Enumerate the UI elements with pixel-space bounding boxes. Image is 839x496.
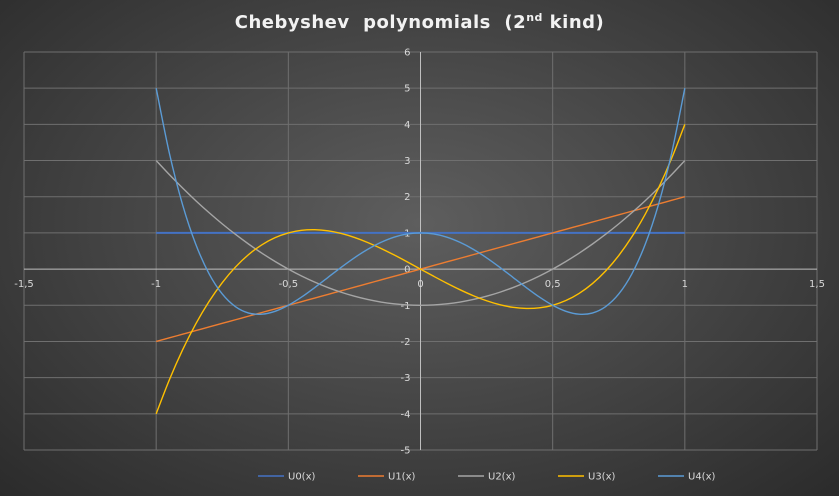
chart-title: Chebyshev polynomials (2nd kind) xyxy=(0,11,839,33)
legend: U0(x) U1(x) U2(x) U3(x) U4(x) xyxy=(258,472,716,483)
x-tick-label: -1 xyxy=(151,279,161,290)
y-tick-label: 5 xyxy=(404,84,410,95)
y-tick-label: 2 xyxy=(404,192,410,203)
x-tick-label: -0,5 xyxy=(279,279,299,290)
legend-label-u3x: U3(x) xyxy=(588,472,616,483)
y-tick-label: -4 xyxy=(401,409,411,420)
x-tick-label: 0,5 xyxy=(545,279,561,290)
series-lines xyxy=(155,88,686,415)
y-tick-label: 6 xyxy=(404,48,410,59)
x-tick-label: -1,5 xyxy=(14,279,34,290)
legend-label-u1x: U1(x) xyxy=(388,472,416,483)
x-tick-label: 1,5 xyxy=(809,279,825,290)
series-line-u2x xyxy=(155,160,686,306)
y-tick-label: 3 xyxy=(404,156,410,167)
x-tick-label: 0 xyxy=(417,279,423,290)
legend-label-u4x: U4(x) xyxy=(688,472,716,483)
y-tick-label: -2 xyxy=(401,337,411,348)
legend-label-u0x: U0(x) xyxy=(288,472,316,483)
y-tick-label: 4 xyxy=(404,120,410,131)
series-line-u4x xyxy=(155,88,686,315)
y-tick-label: -5 xyxy=(401,446,411,457)
x-tick-label: 1 xyxy=(682,279,688,290)
chart-title-suffix: kind) xyxy=(542,12,605,33)
series-line-u3x xyxy=(155,124,686,415)
chart-title-main: Chebyshev polynomials (2 xyxy=(234,12,527,33)
legend-label-u2x: U2(x) xyxy=(488,472,516,483)
y-tick-label: -3 xyxy=(401,373,411,384)
y-tick-label: -1 xyxy=(401,301,411,312)
y-tick-label: 0 xyxy=(404,265,410,276)
axes xyxy=(24,52,817,450)
chart-title-superscript: nd xyxy=(526,11,543,24)
